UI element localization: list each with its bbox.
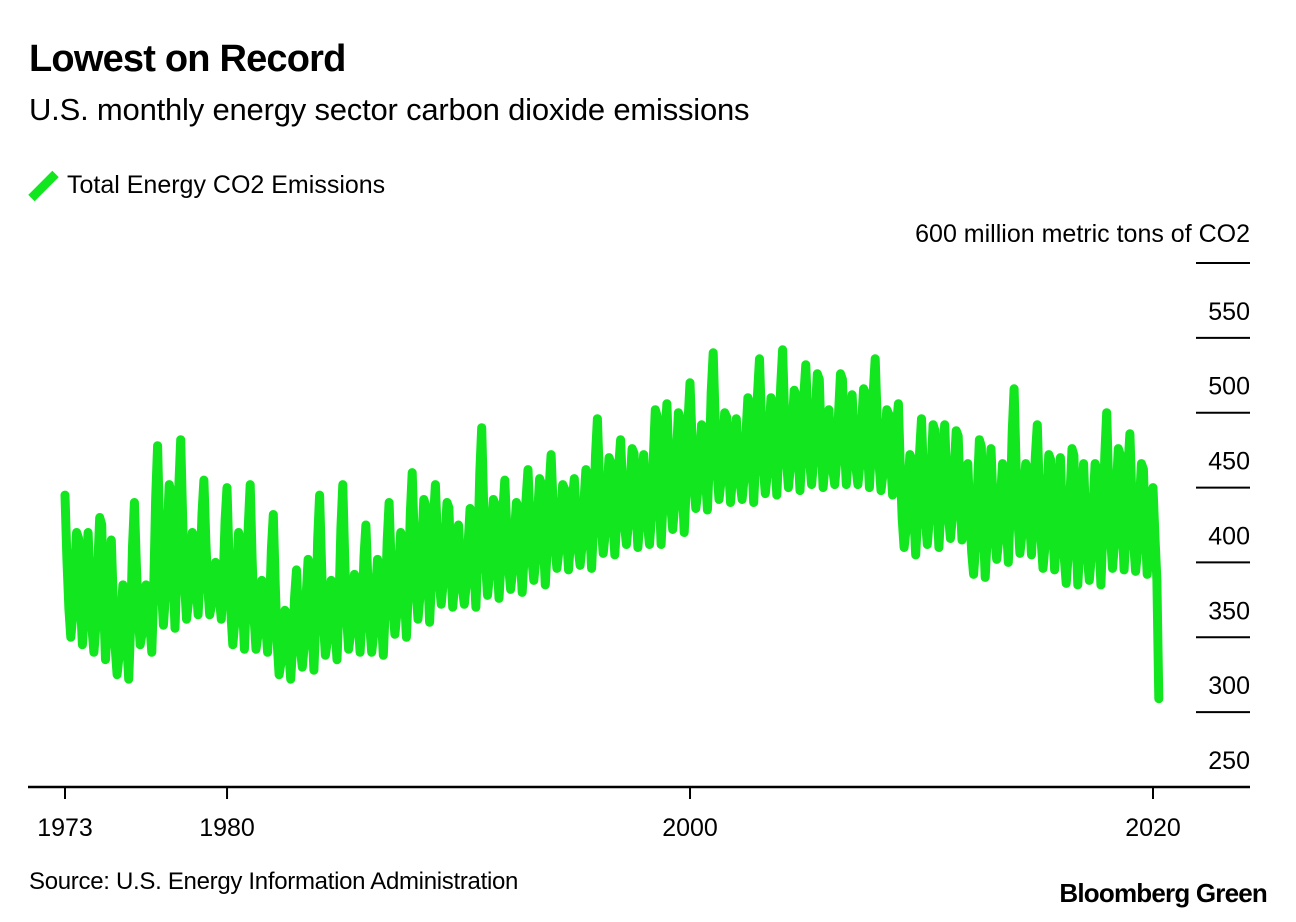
source-note: Source: U.S. Energy Information Administ… — [29, 868, 519, 895]
y-tick-labels: 250 300 350 400 450 500 550 — [1208, 298, 1250, 775]
series-line-total-energy-co2 — [60, 345, 1164, 704]
x-tick-label-1980: 1980 — [199, 814, 255, 842]
y-tick-label-550: 550 — [1208, 298, 1250, 326]
x-tick-label-2020: 2020 — [1125, 814, 1181, 842]
y-tick-label-450: 450 — [1208, 448, 1250, 476]
y-tick-label-250: 250 — [1208, 747, 1250, 775]
legend-label: Total Energy CO2 Emissions — [67, 170, 386, 199]
x-tick-label-2000: 2000 — [662, 814, 718, 842]
y-axis-unit-label: 600 million metric tons of CO2 — [915, 220, 1250, 248]
y-tick-label-300: 300 — [1208, 672, 1250, 700]
y-tick-label-400: 400 — [1208, 522, 1250, 550]
y-tick-label-350: 350 — [1208, 597, 1250, 625]
series-layer — [60, 345, 1164, 704]
x-axis: 1973 1980 2000 2020 — [28, 785, 1250, 842]
chart-subtitle: U.S. monthly energy sector carbon dioxid… — [29, 92, 750, 127]
brand-logo: Bloomberg Green — [1059, 878, 1267, 908]
gridlines — [1196, 262, 1250, 714]
x-tick-label-1973: 1973 — [37, 814, 93, 842]
chart-title: Lowest on Record — [29, 38, 346, 80]
legend: Total Energy CO2 Emissions — [29, 170, 385, 200]
y-tick-label-500: 500 — [1208, 373, 1250, 401]
